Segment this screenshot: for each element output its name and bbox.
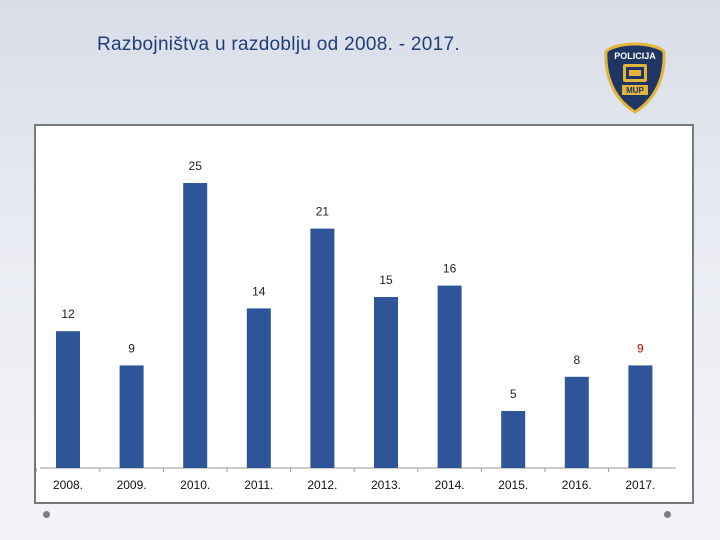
bullet-dot-icon [664, 511, 671, 518]
bar-2015 [501, 411, 526, 468]
badge-text-top: POLICIJA [614, 51, 656, 61]
x-tick-label: 2012. [307, 478, 337, 492]
bar-2008 [56, 331, 80, 468]
bar-2010 [183, 183, 208, 468]
data-label: 21 [316, 205, 330, 219]
data-label: 14 [252, 284, 266, 298]
data-label: 8 [573, 353, 580, 367]
bar-chart: 12 2008. 9 2009. 25 2010. 14 2011. 21 2012. 15 2013… [36, 159, 676, 492]
bar-2009 [119, 365, 144, 468]
bullet-dot-icon [43, 511, 50, 518]
x-tick-label: 2010. [180, 478, 210, 492]
data-label: 9 [637, 341, 644, 355]
badge-text-bottom: MUP [626, 86, 644, 95]
x-tick-label: 2015. [498, 478, 528, 492]
x-tick-label: 2009. [117, 478, 147, 492]
x-tick-label: 2008. [53, 478, 83, 492]
bar-2017 [628, 365, 653, 468]
data-label: 5 [510, 387, 517, 401]
data-label: 9 [128, 341, 135, 355]
bar-2012 [310, 228, 335, 468]
x-tick-label: 2014. [435, 478, 465, 492]
data-label: 12 [61, 307, 75, 321]
data-label: 15 [379, 273, 393, 287]
page-title: Razbojništva u razdoblju od 2008. - 2017… [97, 34, 460, 55]
bar-2016 [564, 376, 589, 468]
x-tick-label: 2017. [625, 478, 655, 492]
x-tick-label: 2016. [562, 478, 592, 492]
bar-2011 [246, 308, 271, 468]
police-badge-icon: POLICIJA MUP [604, 42, 666, 114]
x-tick-label: 2013. [371, 478, 401, 492]
bar-2013 [374, 297, 398, 468]
bar-2014 [437, 285, 462, 468]
chart-frame: 12 2008. 9 2009. 25 2010. 14 2011. 21 2012. 15 2013… [34, 124, 694, 504]
x-tick-label: 2011. [244, 478, 273, 492]
data-label: 25 [189, 159, 203, 173]
data-label: 16 [443, 262, 457, 276]
